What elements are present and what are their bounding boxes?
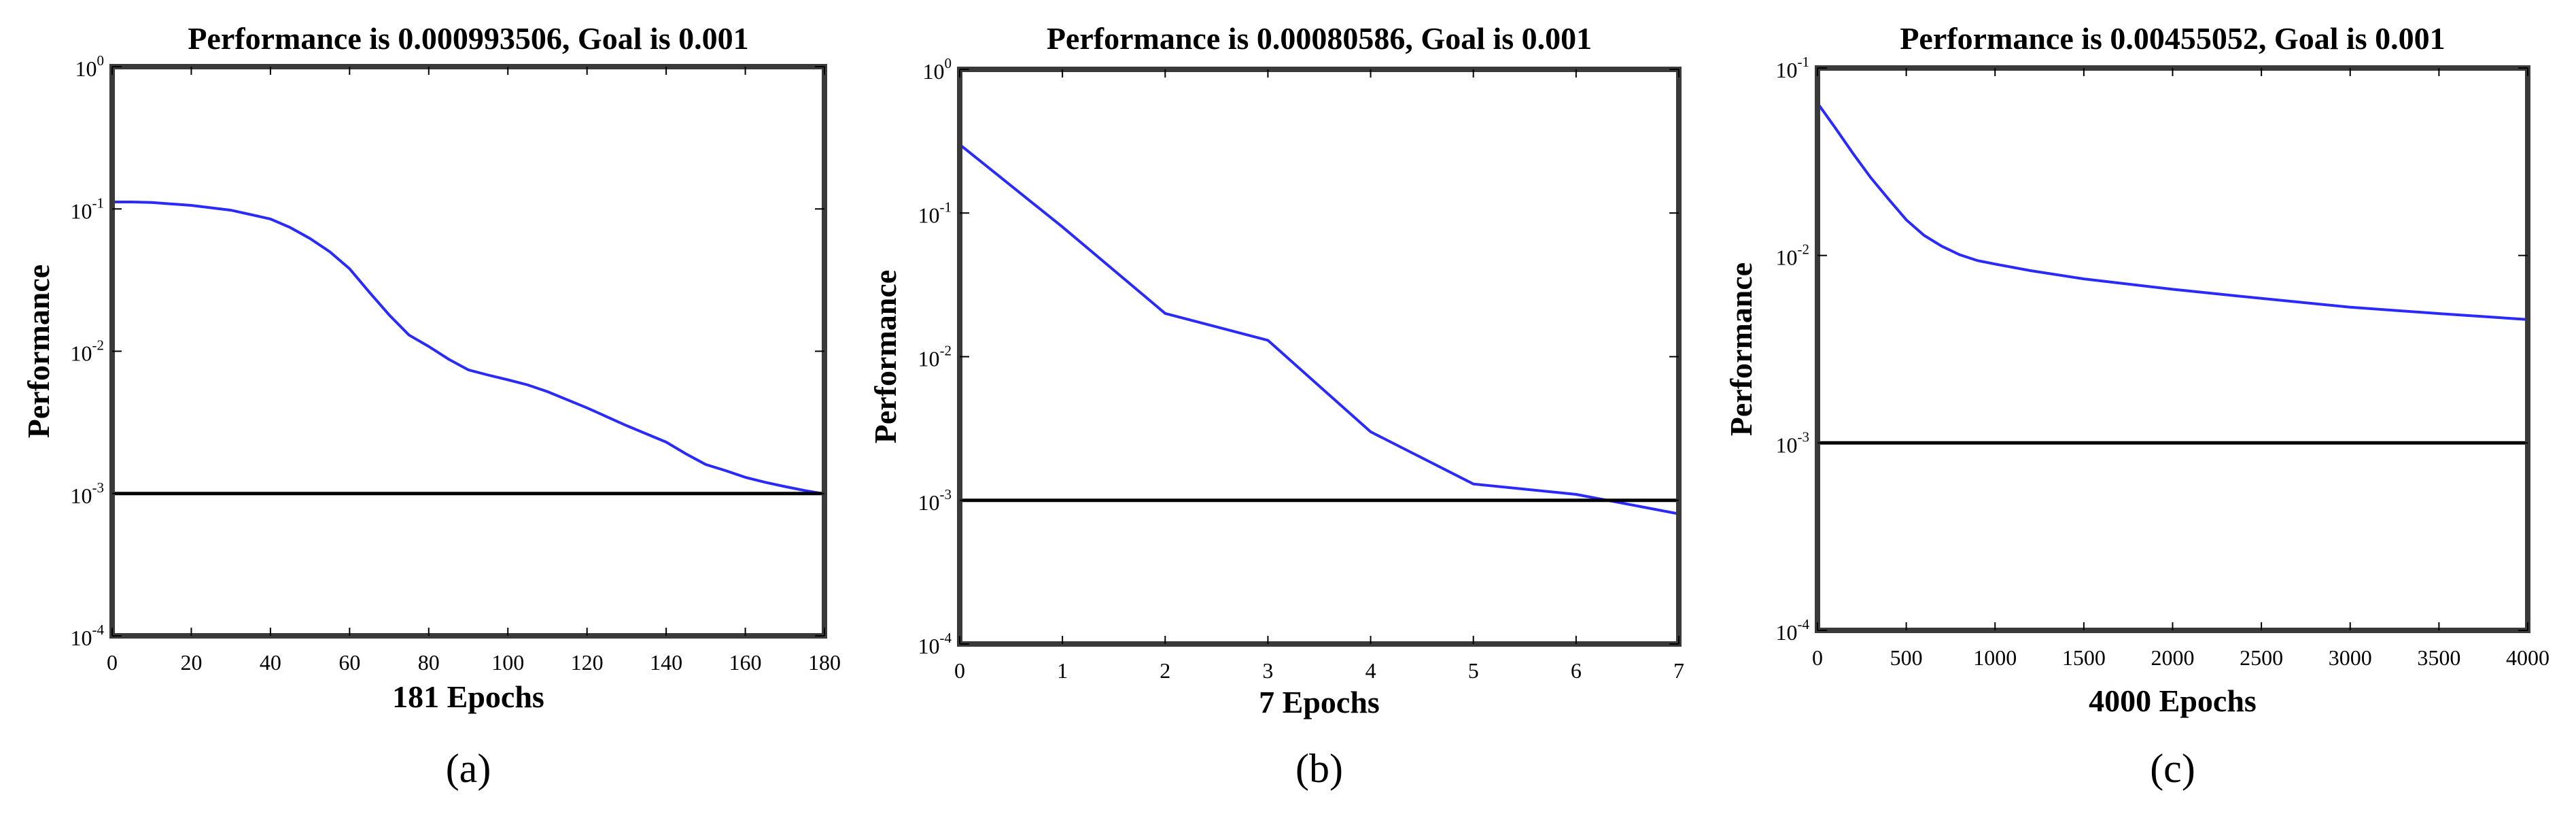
panel-caption: (b) <box>1295 746 1343 791</box>
x-tick-label: 100 <box>491 650 524 675</box>
performance-line <box>112 201 824 496</box>
y-axis-label: Performance <box>868 270 903 443</box>
y-tick-label: 10-2 <box>918 343 952 371</box>
chart-panel-b: 0 1 2 3 4 5 6 7 100 10-1 10-2 10-3 10-4 Performance i… <box>868 21 1684 791</box>
x-tick-label: 1000 <box>1973 645 2017 670</box>
plot-frame <box>109 64 827 639</box>
x-tick-label: 0 <box>1812 645 1823 670</box>
x-tick-label: 140 <box>650 650 682 675</box>
panel-caption: (c) <box>2150 746 2195 791</box>
x-tick-label: 2500 <box>2240 645 2283 670</box>
x-tick-label: 3 <box>1262 658 1273 683</box>
y-tick-label: 100 <box>75 52 105 81</box>
x-tick-label: 4 <box>1365 658 1376 683</box>
x-tick-label: 500 <box>1890 645 1923 670</box>
y-axis-label: Performance <box>21 265 56 438</box>
x-tick-label: 3000 <box>2329 645 2372 670</box>
x-tick-label: 120 <box>571 650 604 675</box>
y-tick-label: 10-2 <box>1776 241 1810 270</box>
y-tick-label: 10-4 <box>1776 616 1810 645</box>
y-tick-label: 10-4 <box>71 622 105 650</box>
plot-frame <box>1815 65 2530 633</box>
y-tick-label: 10-3 <box>918 486 952 515</box>
performance-line <box>1817 102 2528 321</box>
x-tick-label: 7 <box>1673 658 1684 683</box>
x-tick-label: 160 <box>729 650 762 675</box>
x-tick-label: 2000 <box>2151 645 2195 670</box>
x-tick-label: 180 <box>808 650 841 675</box>
x-tick-label: 0 <box>954 658 965 683</box>
x-tick-label: 20 <box>180 650 202 675</box>
x-tick-label: 1 <box>1057 658 1068 683</box>
panel-caption: (a) <box>446 746 491 791</box>
y-tick-label: 100 <box>923 55 952 84</box>
y-tick-label: 10-3 <box>1776 428 1810 457</box>
chart-title: Performance is 0.000993506, Goal is 0.00… <box>188 21 748 56</box>
y-tick-label: 10-1 <box>71 194 105 223</box>
y-tick-label: 10-3 <box>71 479 105 508</box>
x-tick-label: 5 <box>1468 658 1479 683</box>
chart-title: Performance is 0.00455052, Goal is 0.001 <box>1900 21 2445 56</box>
x-tick-label: 60 <box>338 650 360 675</box>
chart-panel-c: 0 500 1000 1500 2000 2500 3000 3500 4000 10-1 10-2… <box>1724 21 2549 791</box>
y-tick-label: 10-4 <box>918 630 952 658</box>
x-tick-label: 3500 <box>2417 645 2460 670</box>
x-tick-label: 40 <box>260 650 281 675</box>
x-tick-label: 2 <box>1160 658 1170 683</box>
y-tick-label: 10-1 <box>918 199 952 227</box>
x-tick-label: 0 <box>107 650 118 675</box>
chart-title: Performance is 0.00080586, Goal is 0.001 <box>1047 21 1592 56</box>
x-tick-label: 6 <box>1571 658 1582 683</box>
x-axis-label: 4000 Epochs <box>2089 683 2257 718</box>
y-axis-label: Performance <box>1724 262 1758 436</box>
y-tick-label: 10-2 <box>71 337 105 366</box>
x-tick-label: 4000 <box>2506 645 2549 670</box>
x-axis-label: 7 Epochs <box>1259 685 1380 719</box>
x-tick-label: 1500 <box>2062 645 2106 670</box>
performance-line <box>960 143 1679 515</box>
plot-frame <box>957 67 1682 647</box>
chart-panel-a: 0 20 40 60 80 100 120 140 160 180 100 10-1 10-2 10-3 1… <box>21 21 841 791</box>
y-tick-label: 10-1 <box>1776 54 1810 82</box>
x-tick-label: 80 <box>418 650 440 675</box>
x-axis-label: 181 Epochs <box>392 679 544 714</box>
